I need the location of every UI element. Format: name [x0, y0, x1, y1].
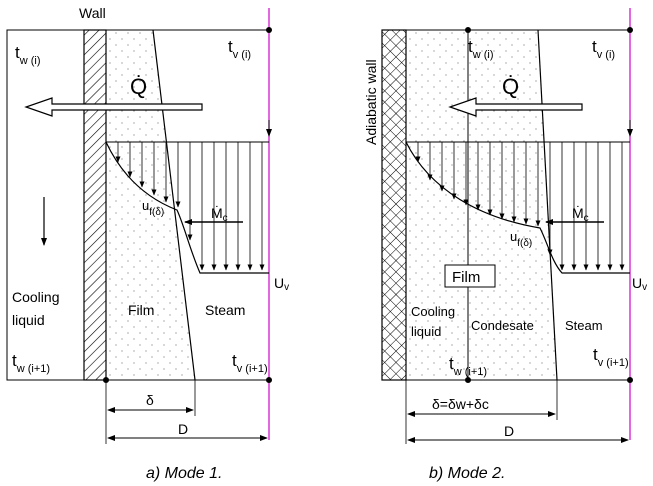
adiabatic-wall-label: Adiabatic wall — [363, 59, 379, 145]
velocity-arrows — [115, 142, 265, 271]
cooling-liquid-label-2: liquid — [12, 312, 45, 328]
t-v-top-label: tv (i) — [592, 37, 615, 61]
top-interface-point — [465, 27, 471, 33]
vapor-velocity-label: Uv — [274, 275, 289, 293]
condensation-rate-label: Ṁc — [211, 204, 228, 224]
bottom-vapor-point — [627, 377, 633, 383]
bottom-interface-point — [465, 377, 471, 383]
film-box-label: Film — [452, 269, 480, 286]
cooling-liquid-label-1: Cooling — [12, 289, 59, 305]
film-velocity-label: uf(δ) — [510, 229, 532, 249]
vapor-velocity-label: Uv — [632, 275, 647, 293]
film-region — [106, 30, 195, 380]
panel-mode-2: Adiabatic wall tw (i) tv (i) Q̇ Ṁc uf(δ… — [363, 8, 647, 482]
t-v-bottom-label: tv (i+1) — [593, 345, 629, 369]
velocity-profile-curve — [405, 141, 630, 274]
heat-flow-label: Q̇ — [502, 74, 519, 99]
steam-label: Steam — [565, 318, 603, 333]
wall-label: Wall — [79, 5, 106, 21]
top-vapor-point — [627, 27, 633, 33]
t-w-bottom-label: tw (i+1) — [449, 354, 487, 378]
heat-flow-arrow — [24, 97, 203, 117]
cooling-liquid-label-1: Cooling — [411, 304, 455, 319]
bottom-vapor-point — [266, 377, 272, 383]
delta-label: δ — [146, 392, 154, 408]
velocity-profile-curve — [105, 141, 269, 274]
caption-mode-2: b) Mode 2. — [429, 465, 505, 482]
cooling-liquid-label-2: liquid — [411, 324, 441, 339]
condensate-label: Condesate — [471, 318, 534, 333]
t-w-bottom-label: tw (i+1) — [12, 351, 50, 375]
film-edge — [537, 29, 558, 381]
film-velocity-label: uf(δ) — [142, 198, 164, 218]
heat-flow-arrow — [448, 97, 583, 117]
D-label: D — [504, 423, 514, 439]
t-v-top-label: tv (i) — [228, 37, 251, 61]
film-edge — [152, 29, 196, 381]
film-label: Film — [128, 302, 154, 318]
film-box — [444, 264, 496, 288]
delta-label: δ=δw+δc — [432, 396, 489, 412]
t-w-top-label: tw (i) — [468, 37, 494, 61]
panel-mode-1: Wall tw (i) tv (i) Q̇ uf(δ) Ṁc Uv Cooli… — [6, 5, 289, 482]
top-vapor-point — [266, 27, 272, 33]
condensation-rate-label: Ṁc — [572, 204, 589, 224]
steam-label: Steam — [205, 302, 245, 318]
heat-flow-label: Q̇ — [130, 74, 147, 99]
t-v-bottom-label: tv (i+1) — [232, 351, 268, 375]
velocity-arrows — [415, 142, 625, 271]
t-w-top-label: tw (i) — [15, 43, 41, 67]
wall-hatched — [83, 29, 107, 381]
caption-mode-1: a) Mode 1. — [146, 465, 222, 482]
adiabatic-wall — [381, 29, 407, 381]
D-label: D — [178, 421, 188, 437]
film-region — [406, 30, 557, 380]
